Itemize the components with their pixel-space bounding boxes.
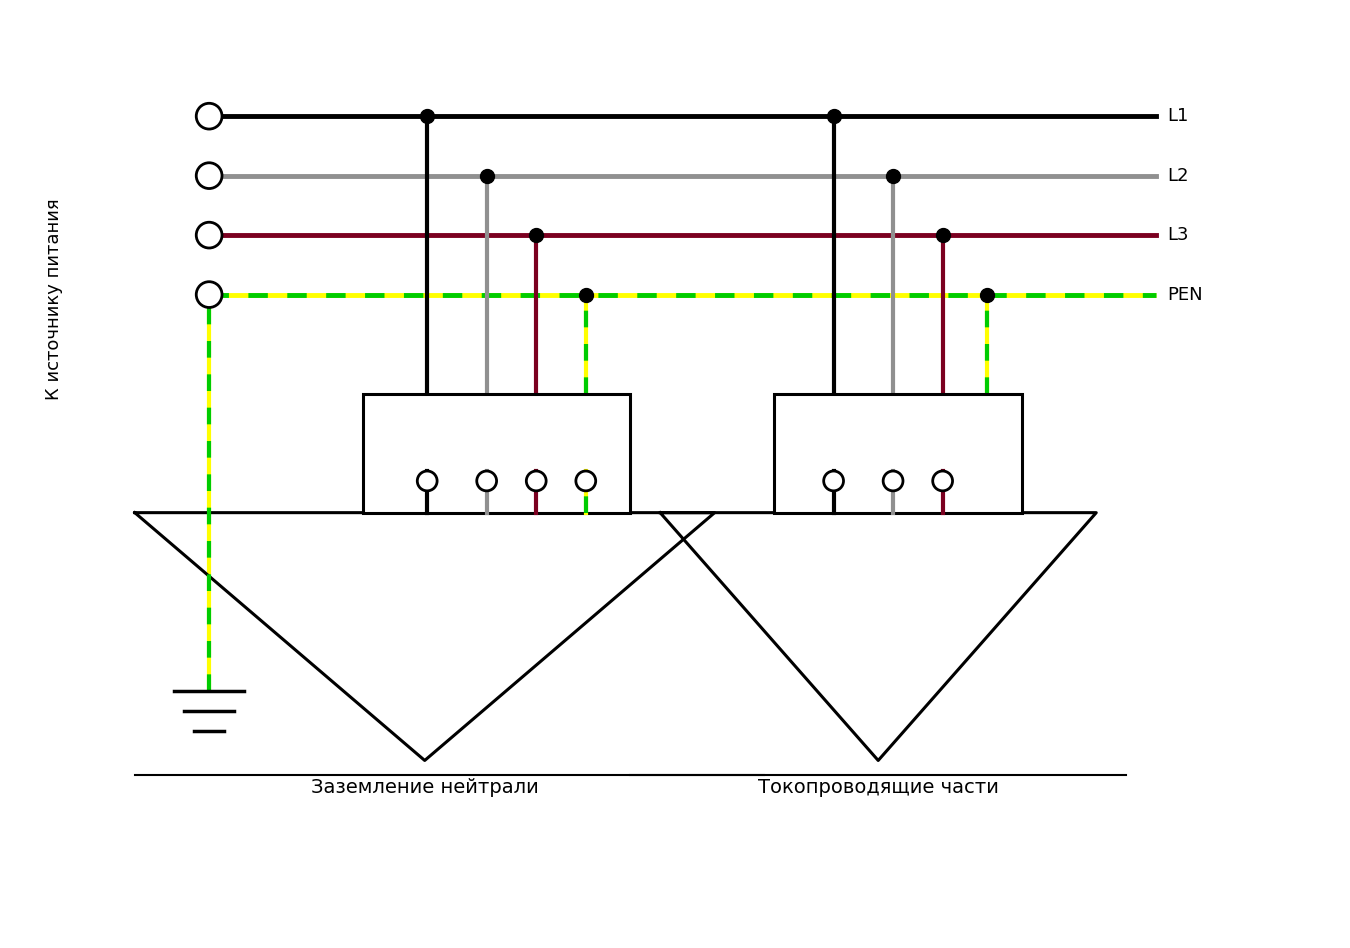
Text: L2: L2 [1168,167,1189,185]
Circle shape [477,471,497,491]
Text: L3: L3 [1168,227,1189,245]
Circle shape [883,471,903,491]
Circle shape [933,471,953,491]
Circle shape [196,103,221,129]
Circle shape [824,471,844,491]
Circle shape [526,471,547,491]
Circle shape [196,282,221,307]
Text: Токопроводящие части: Токопроводящие части [757,778,999,797]
Text: К источнику питания: К источнику питания [45,199,62,400]
Text: L1: L1 [1168,107,1189,125]
Circle shape [196,163,221,189]
Bar [774,393,1022,513]
Circle shape [196,222,221,248]
Circle shape [417,471,437,491]
Bar [363,393,630,513]
Text: Заземление нейтрали: Заземление нейтрали [310,778,539,797]
Text: PEN: PEN [1168,285,1203,303]
Circle shape [576,471,595,491]
